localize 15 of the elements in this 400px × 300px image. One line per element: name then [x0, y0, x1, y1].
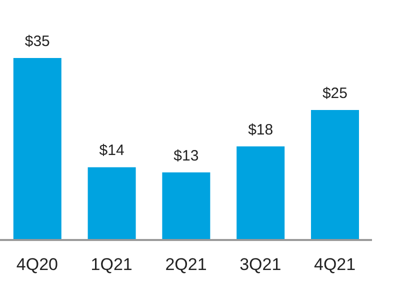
- bar: [236, 146, 285, 240]
- x-tick-label: 2Q21: [165, 255, 207, 274]
- data-label: $35: [24, 33, 50, 50]
- x-tick-label: 4Q21: [314, 255, 356, 274]
- data-label: $14: [99, 142, 124, 160]
- data-label: $25: [322, 85, 348, 102]
- x-tick-label: 3Q21: [240, 255, 282, 274]
- x-tick-label: 1Q21: [90, 255, 132, 274]
- data-label: $18: [248, 121, 274, 138]
- bar: [13, 58, 62, 240]
- bar: [162, 172, 210, 240]
- x-tick-label: 4Q20: [16, 255, 58, 274]
- bar: [88, 167, 136, 240]
- bar: [310, 110, 359, 240]
- data-label: $13: [174, 147, 199, 164]
